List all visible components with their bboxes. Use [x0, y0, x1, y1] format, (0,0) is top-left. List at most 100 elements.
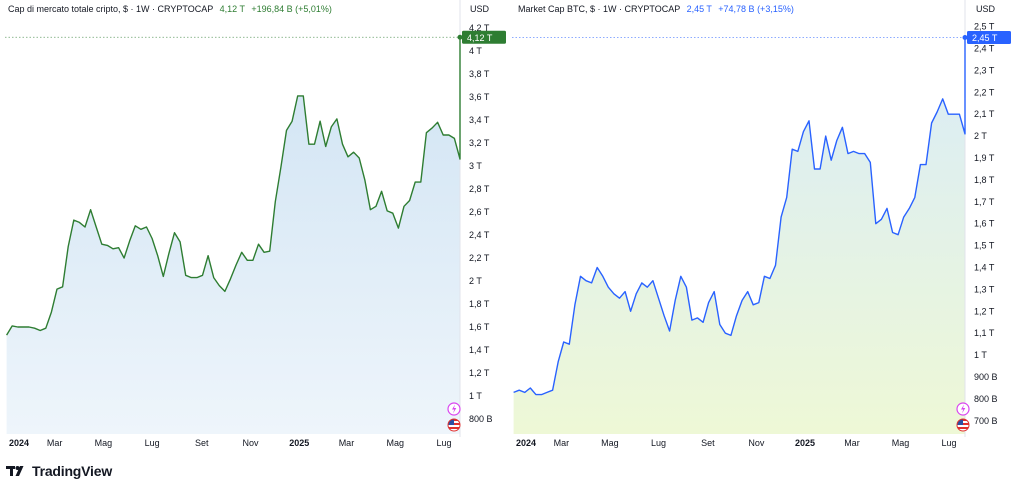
- data-point[interactable]: [840, 125, 845, 130]
- data-point[interactable]: [818, 167, 823, 172]
- data-point[interactable]: [667, 329, 672, 334]
- data-point[interactable]: [963, 131, 968, 136]
- data-point[interactable]: [595, 265, 600, 270]
- data-point[interactable]: [83, 225, 88, 230]
- data-point[interactable]: [66, 244, 71, 249]
- data-point[interactable]: [706, 300, 711, 305]
- data-point[interactable]: [823, 134, 828, 139]
- data-point[interactable]: [795, 149, 800, 154]
- data-point[interactable]: [885, 206, 890, 211]
- data-point[interactable]: [21, 325, 26, 330]
- data-point[interactable]: [684, 285, 689, 290]
- data-point[interactable]: [27, 325, 32, 330]
- data-point[interactable]: [606, 285, 611, 290]
- data-point[interactable]: [43, 326, 48, 331]
- data-point[interactable]: [458, 57, 463, 62]
- data-point[interactable]: [402, 204, 407, 209]
- data-point[interactable]: [767, 276, 772, 281]
- data-point[interactable]: [728, 333, 733, 338]
- data-point[interactable]: [545, 390, 550, 395]
- data-point[interactable]: [346, 154, 351, 159]
- data-point[interactable]: [533, 392, 538, 397]
- currency-label[interactable]: USD: [976, 4, 996, 14]
- data-point[interactable]: [306, 142, 311, 147]
- data-point[interactable]: [77, 220, 82, 225]
- data-point[interactable]: [628, 309, 633, 314]
- currency-label[interactable]: USD: [470, 4, 490, 14]
- data-point[interactable]: [556, 359, 561, 364]
- data-point[interactable]: [645, 285, 650, 290]
- data-point[interactable]: [267, 249, 272, 254]
- data-point[interactable]: [351, 150, 356, 155]
- data-point[interactable]: [924, 162, 929, 167]
- data-point[interactable]: [689, 318, 694, 323]
- data-point[interactable]: [918, 162, 923, 167]
- data-point[interactable]: [589, 280, 594, 285]
- data-point[interactable]: [851, 149, 856, 154]
- data-point[interactable]: [539, 392, 544, 397]
- data-point[interactable]: [578, 274, 583, 279]
- data-point[interactable]: [829, 158, 834, 163]
- data-point[interactable]: [779, 215, 784, 220]
- data-point[interactable]: [418, 180, 423, 185]
- data-point[interactable]: [929, 121, 934, 126]
- data-point[interactable]: [334, 116, 339, 121]
- data-point[interactable]: [751, 302, 756, 307]
- data-point[interactable]: [511, 390, 516, 395]
- data-point[interactable]: [446, 133, 451, 138]
- data-point[interactable]: [458, 88, 463, 93]
- data-point[interactable]: [452, 136, 457, 141]
- data-point[interactable]: [262, 250, 267, 255]
- data-point[interactable]: [256, 242, 261, 247]
- data-point[interactable]: [178, 239, 183, 244]
- data-point[interactable]: [561, 340, 566, 345]
- data-point[interactable]: [278, 165, 283, 170]
- data-point[interactable]: [99, 242, 104, 247]
- data-point[interactable]: [940, 96, 945, 101]
- data-point[interactable]: [144, 225, 149, 230]
- data-point[interactable]: [517, 388, 522, 393]
- data-point[interactable]: [413, 180, 418, 185]
- data-point[interactable]: [567, 342, 572, 347]
- data-point[interactable]: [390, 211, 395, 216]
- data-point[interactable]: [807, 118, 812, 123]
- line-chart-left[interactable]: 800 B 1 T 1,2 T 1,4 T 1,6 T 1,8 T 2 T 2,2 T 2,4 …: [0, 0, 506, 455]
- data-point[interactable]: [122, 256, 127, 261]
- data-point[interactable]: [295, 93, 300, 98]
- data-point[interactable]: [10, 323, 15, 328]
- data-point[interactable]: [617, 296, 622, 301]
- data-point[interactable]: [234, 262, 239, 267]
- data-point[interactable]: [773, 263, 778, 268]
- data-point[interactable]: [284, 128, 289, 133]
- data-point[interactable]: [357, 156, 362, 161]
- data-point[interactable]: [116, 245, 121, 250]
- data-point[interactable]: [901, 215, 906, 220]
- data-point[interactable]: [701, 320, 706, 325]
- data-point[interactable]: [200, 273, 205, 278]
- lightning-icon[interactable]: [447, 402, 461, 416]
- data-point[interactable]: [662, 313, 667, 318]
- data-point[interactable]: [71, 218, 76, 223]
- data-point[interactable]: [250, 258, 255, 263]
- data-point[interactable]: [430, 126, 435, 131]
- data-point[interactable]: [946, 112, 951, 117]
- data-point[interactable]: [963, 61, 968, 66]
- data-point[interactable]: [166, 251, 171, 256]
- data-point[interactable]: [550, 388, 555, 393]
- data-point[interactable]: [756, 300, 761, 305]
- data-point[interactable]: [656, 296, 661, 301]
- data-point[interactable]: [801, 129, 806, 134]
- data-point[interactable]: [963, 116, 968, 121]
- data-point[interactable]: [528, 386, 533, 391]
- data-point[interactable]: [318, 119, 323, 124]
- data-point[interactable]: [784, 195, 789, 200]
- data-point[interactable]: [879, 217, 884, 222]
- data-point[interactable]: [323, 144, 328, 149]
- data-point[interactable]: [172, 230, 177, 235]
- data-point[interactable]: [650, 278, 655, 283]
- data-point[interactable]: [584, 278, 589, 283]
- data-point[interactable]: [4, 333, 9, 338]
- data-point[interactable]: [385, 208, 390, 213]
- data-point[interactable]: [862, 151, 867, 156]
- data-point[interactable]: [183, 273, 188, 278]
